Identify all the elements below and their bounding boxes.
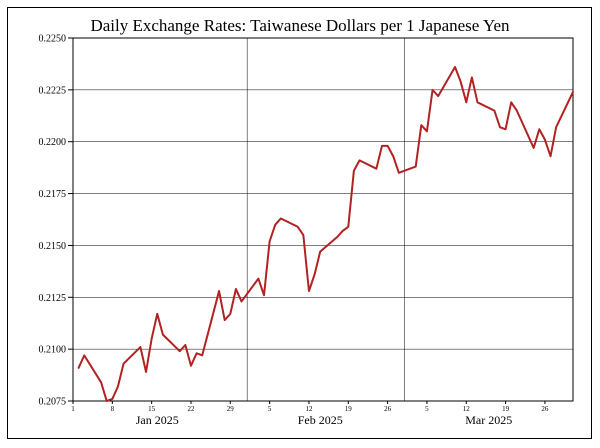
x-tick-label: 26 xyxy=(541,405,549,413)
x-tick-label: 29 xyxy=(227,405,235,413)
data-point xyxy=(359,159,361,161)
data-point xyxy=(201,354,203,356)
x-tick-label: 5 xyxy=(425,405,429,413)
data-point xyxy=(111,398,113,400)
plot-area xyxy=(72,37,574,402)
y-axis-ticks: 0.2075 0.2100 0.2125 0.2150 0.2175 0.2200 0.22… xyxy=(39,34,73,408)
data-point xyxy=(269,240,271,242)
data-point xyxy=(263,294,265,296)
data-point xyxy=(229,313,231,315)
y-tick-label: 0.2150 xyxy=(39,241,67,252)
data-point xyxy=(437,95,439,97)
data-point xyxy=(550,155,552,157)
data-point xyxy=(302,234,304,236)
x-tick-label: 12 xyxy=(305,405,313,413)
data-point xyxy=(162,334,164,336)
x-tick-label: 26 xyxy=(384,405,392,413)
data-point xyxy=(460,81,462,83)
y-tick-label: 0.2075 xyxy=(39,397,67,408)
data-point xyxy=(190,365,192,367)
data-point xyxy=(140,346,142,348)
data-point xyxy=(398,172,400,174)
y-tick-label: 0.2175 xyxy=(39,189,67,200)
data-point xyxy=(83,354,85,356)
data-point xyxy=(516,110,518,112)
data-point xyxy=(179,350,181,352)
x-tick-label: 5 xyxy=(268,405,272,413)
data-point xyxy=(319,251,321,253)
data-point xyxy=(572,91,574,93)
data-point xyxy=(100,381,102,383)
plot-border xyxy=(72,37,574,402)
data-point xyxy=(555,126,557,128)
data-point xyxy=(426,130,428,132)
x-tick-label: 22 xyxy=(187,405,195,413)
data-point xyxy=(544,139,546,141)
data-point xyxy=(353,170,355,172)
data-point xyxy=(314,274,316,276)
data-point xyxy=(471,77,473,79)
data-point xyxy=(280,218,282,220)
data-point xyxy=(499,126,501,128)
x-tick-label: 1 xyxy=(71,405,75,413)
data-point xyxy=(117,386,119,388)
x-month-label: Mar 2025 xyxy=(465,413,512,427)
y-tick-label: 0.2200 xyxy=(39,137,67,148)
series-line xyxy=(77,66,574,402)
data-point xyxy=(465,101,467,103)
data-point xyxy=(218,290,220,292)
data-point xyxy=(538,128,540,130)
data-point xyxy=(336,236,338,238)
data-point xyxy=(454,66,456,68)
data-point xyxy=(297,226,299,228)
y-tick-label: 0.2225 xyxy=(39,85,67,96)
y-tick-label: 0.2250 xyxy=(39,34,67,45)
data-point xyxy=(375,168,377,170)
data-point xyxy=(145,371,147,373)
x-month-label: Jan 2025 xyxy=(136,413,179,427)
data-point xyxy=(493,110,495,112)
x-tick-label: 8 xyxy=(111,405,115,413)
data-point xyxy=(308,290,310,292)
data-point xyxy=(381,145,383,147)
chart-frame xyxy=(7,7,592,439)
data-point xyxy=(505,128,507,130)
data-point xyxy=(123,363,125,365)
data-point xyxy=(106,400,108,402)
data-point xyxy=(78,367,80,369)
data-point xyxy=(415,166,417,168)
x-axis-ticks: 1 8 15 22 29 5 12 19 26 5 12 19 26 Jan 2025 Feb 2025 Ma… xyxy=(71,401,549,427)
y-tick-label: 0.2125 xyxy=(39,293,67,304)
x-tick-label: 19 xyxy=(345,405,353,413)
data-point xyxy=(347,226,349,228)
x-tick-label: 15 xyxy=(148,405,156,413)
data-point xyxy=(235,288,237,290)
data-point xyxy=(224,319,226,321)
data-point xyxy=(477,101,479,103)
data-point xyxy=(156,313,158,315)
data-point xyxy=(420,124,422,126)
x-month-label: Feb 2025 xyxy=(298,413,343,427)
data-point xyxy=(274,224,276,226)
data-point xyxy=(342,230,344,232)
data-point xyxy=(387,145,389,147)
y-tick-label: 0.2100 xyxy=(39,345,67,356)
data-point xyxy=(432,89,434,91)
data-point xyxy=(533,147,535,149)
data-point xyxy=(510,101,512,103)
data-point xyxy=(151,338,153,340)
x-tick-label: 19 xyxy=(502,405,510,413)
chart-title: Daily Exchange Rates: Taiwanese Dollars … xyxy=(90,16,510,35)
data-point xyxy=(392,155,394,157)
data-point xyxy=(184,344,186,346)
data-point xyxy=(196,352,198,354)
grid-lines xyxy=(73,37,574,402)
data-point xyxy=(241,301,243,303)
x-tick-label: 12 xyxy=(463,405,471,413)
series-line-group xyxy=(77,66,574,402)
data-point xyxy=(257,278,259,280)
